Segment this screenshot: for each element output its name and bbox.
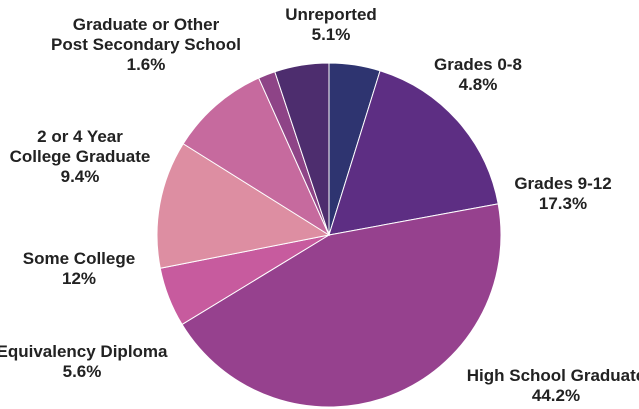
pie-slice-5 bbox=[156, 143, 331, 269]
slice-value-label: 9.4% bbox=[61, 167, 100, 186]
pie-labels: Grades 0-8 4.8% Grades 9-12 17.3% High Schoo… bbox=[0, 5, 639, 405]
slice-category-label: Grades 9-12 bbox=[514, 174, 611, 193]
slice-label-3: High School Graduate 44.2% bbox=[467, 366, 639, 405]
pie-slice-8 bbox=[274, 62, 330, 236]
slice-category-label: Some College bbox=[23, 249, 135, 268]
slice-category-label: 2 or 4 Year bbox=[37, 127, 123, 146]
slice-category-label: High School Graduate bbox=[467, 366, 639, 385]
slice-label-7: Graduate or Other Post Secondary School 1.… bbox=[51, 15, 241, 74]
slice-label-2: Grades 9-12 17.3% bbox=[514, 174, 611, 213]
slice-value-label: 12% bbox=[62, 269, 96, 288]
slice-label-8: Unreported 5.1% bbox=[285, 5, 377, 44]
slice-category-label: Equivalency Diploma bbox=[0, 342, 168, 361]
slice-category-label: Graduate or Other bbox=[73, 15, 220, 34]
slice-category-label: College Graduate bbox=[10, 147, 151, 166]
slice-category-label: Grades 0-8 bbox=[434, 55, 522, 74]
slice-value-label: 5.1% bbox=[312, 25, 351, 44]
slice-label-1: Grades 0-8 4.8% bbox=[434, 55, 522, 94]
pie-slices bbox=[156, 62, 502, 408]
pie-slice-6 bbox=[182, 77, 331, 237]
slice-label-6: 2 or 4 Year College Graduate 9.4% bbox=[10, 127, 151, 186]
slice-value-label: 1.6% bbox=[127, 55, 166, 74]
slice-value-label: 4.8% bbox=[459, 75, 498, 94]
slice-value-label: 44.2% bbox=[532, 386, 580, 405]
slice-category-label: Unreported bbox=[285, 5, 377, 24]
pie-slice-2 bbox=[328, 70, 499, 236]
slice-value-label: 17.3% bbox=[539, 194, 587, 213]
slice-label-4: Equivalency Diploma 5.6% bbox=[0, 342, 168, 381]
slice-value-label: 5.6% bbox=[63, 362, 102, 381]
slice-category-label: Post Secondary School bbox=[51, 35, 241, 54]
slice-label-5: Some College 12% bbox=[23, 249, 135, 288]
pie-slice-3 bbox=[181, 203, 502, 408]
